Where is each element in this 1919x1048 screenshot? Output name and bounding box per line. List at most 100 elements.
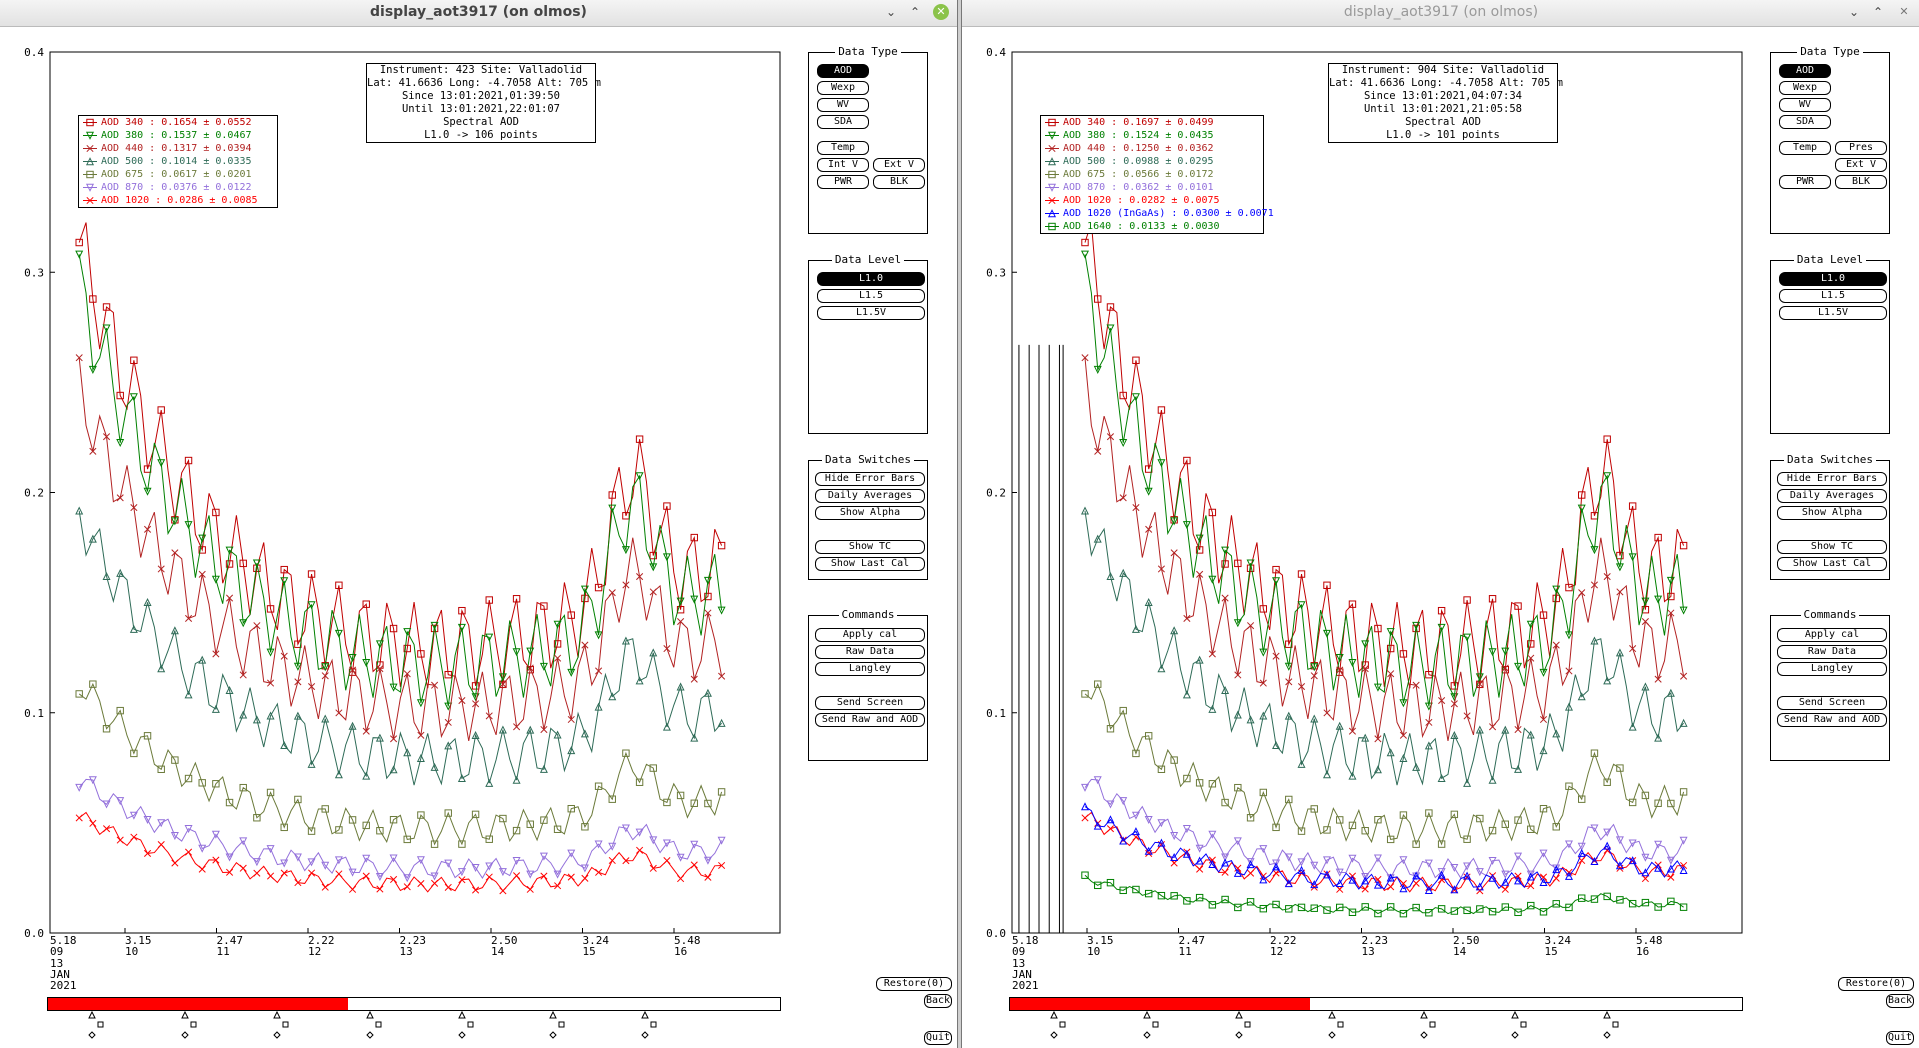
- minimize-icon[interactable]: ⌄: [1848, 5, 1860, 19]
- series-line: [75, 811, 726, 895]
- close-icon[interactable]: ✕: [1899, 5, 1909, 18]
- blk-button[interactable]: BLK: [1835, 175, 1887, 189]
- show-tc-button[interactable]: Show TC: [815, 540, 925, 554]
- time-range-bar[interactable]: [47, 997, 781, 1011]
- show-last-cal-button[interactable]: Show Last Cal: [1777, 557, 1887, 571]
- l10-button[interactable]: L1.0: [1779, 272, 1887, 286]
- raw-data-button[interactable]: Raw Data: [1777, 645, 1887, 659]
- sda-button[interactable]: SDA: [1779, 115, 1831, 129]
- day-marker-icon: [549, 1010, 565, 1039]
- apply-cal-button[interactable]: Apply cal: [815, 628, 925, 642]
- send-raw-aod-button[interactable]: Send Raw and AOD: [815, 713, 925, 727]
- series-line: [75, 222, 726, 690]
- show-tc-button[interactable]: Show TC: [1777, 540, 1887, 554]
- legend-entry: AOD 870 : 0.0362 ± 0.0101: [1045, 181, 1259, 194]
- wv-button[interactable]: WV: [817, 98, 869, 112]
- langley-button[interactable]: Langley: [815, 662, 925, 676]
- restore-button[interactable]: Restore(0): [1838, 977, 1914, 991]
- legend-label: AOD 675 : 0.0566 ± 0.0172: [1063, 169, 1214, 180]
- int-v-button[interactable]: Int V: [817, 158, 869, 172]
- restore-button[interactable]: Restore(0): [876, 977, 952, 991]
- langley-button[interactable]: Langley: [1777, 662, 1887, 676]
- ext-v-button[interactable]: Ext V: [873, 158, 925, 172]
- minimize-icon[interactable]: ⌄: [885, 5, 897, 19]
- restore-icon[interactable]: ⌃: [1872, 5, 1884, 19]
- time-range-fill: [48, 998, 349, 1010]
- wv-button[interactable]: WV: [1779, 98, 1831, 112]
- wexp-button[interactable]: Wexp: [1779, 81, 1831, 95]
- legend-entry: AOD 675 : 0.0566 ± 0.0172: [1045, 168, 1259, 181]
- x-tick-hour: 16: [1636, 945, 1649, 958]
- day-marker-icon: [1511, 1010, 1527, 1039]
- hide-error-bars-button[interactable]: Hide Error Bars: [1777, 472, 1887, 486]
- pwr-button[interactable]: PWR: [1779, 175, 1831, 189]
- info-location: Lat: 41.6636 Long: -4.7058 Alt: 705 m: [367, 77, 601, 89]
- panel-title: Data Level: [1771, 253, 1889, 267]
- temp-button[interactable]: Temp: [1779, 141, 1831, 155]
- ext-v-button[interactable]: Ext V: [1835, 158, 1887, 172]
- legend-label: AOD 675 : 0.0617 ± 0.0201: [101, 169, 252, 180]
- y-tick-label: 0.0: [986, 927, 1006, 940]
- series-line: [1081, 680, 1688, 848]
- daily-averages-button[interactable]: Daily Averages: [1777, 489, 1887, 503]
- y-tick-label: 0.2: [24, 487, 44, 500]
- x-tick-hour: 12: [1270, 945, 1283, 958]
- aod-button[interactable]: AOD: [817, 64, 869, 78]
- day-markers: [1050, 1010, 1619, 1039]
- l15v-button[interactable]: L1.5V: [1779, 306, 1887, 320]
- pwr-button[interactable]: PWR: [817, 175, 869, 189]
- back-button[interactable]: Back: [1886, 994, 1914, 1008]
- legend-marker-icon: [1045, 209, 1059, 218]
- aod-button[interactable]: AOD: [1779, 64, 1831, 78]
- show-alpha-button[interactable]: Show Alpha: [815, 506, 925, 520]
- legend-entry: AOD 1020 : 0.0286 ± 0.0085: [83, 194, 273, 207]
- series-line: [1080, 250, 1688, 711]
- info-since: Since 13:01:2021,01:39:50: [401, 90, 561, 102]
- quit-button[interactable]: Quit: [924, 1031, 952, 1045]
- time-range-bar[interactable]: [1009, 997, 1743, 1011]
- legend-entry: AOD 500 : 0.0988 ± 0.0295: [1045, 155, 1259, 168]
- back-button[interactable]: Back: [924, 994, 952, 1008]
- restore-icon[interactable]: ⌃: [909, 5, 921, 19]
- blk-button[interactable]: BLK: [873, 175, 925, 189]
- raw-data-button[interactable]: Raw Data: [815, 645, 925, 659]
- daily-averages-button[interactable]: Daily Averages: [815, 489, 925, 503]
- apply-cal-button[interactable]: Apply cal: [1777, 628, 1887, 642]
- hide-error-bars-button[interactable]: Hide Error Bars: [815, 472, 925, 486]
- legend-marker-icon: [83, 118, 97, 127]
- x-tick-time: 3.24: [1545, 934, 1572, 947]
- series-line: [1081, 871, 1688, 918]
- legend-marker-icon: [1045, 157, 1059, 166]
- l10-button[interactable]: L1.0: [817, 272, 925, 286]
- x-tick-time: 2.50: [1453, 934, 1480, 947]
- sda-button[interactable]: SDA: [817, 115, 869, 129]
- close-icon[interactable]: ✕: [933, 4, 949, 20]
- day-marker-icon: [458, 1010, 474, 1039]
- send-screen-button[interactable]: Send Screen: [1777, 696, 1887, 710]
- send-screen-button[interactable]: Send Screen: [815, 696, 925, 710]
- info-points: L1.0 -> 106 points: [424, 129, 538, 141]
- l15-button[interactable]: L1.5: [817, 289, 925, 303]
- right-window: display_aot3917 (on olmos) ⌄ ⌃ ✕ 0.4 0.3 0…: [961, 0, 1919, 1048]
- info-box: Instrument: 423 Site: Valladolid Lat: 41…: [366, 63, 601, 143]
- send-raw-aod-button[interactable]: Send Raw and AOD: [1777, 713, 1887, 727]
- x-tick-time: 2.23: [1362, 934, 1389, 947]
- legend-label: AOD 340 : 0.1654 ± 0.0552: [101, 117, 252, 128]
- right-titlebar[interactable]: display_aot3917 (on olmos) ⌄ ⌃ ✕: [962, 0, 1919, 27]
- show-last-cal-button[interactable]: Show Last Cal: [815, 557, 925, 571]
- wexp-button[interactable]: Wexp: [817, 81, 869, 95]
- temp-button[interactable]: Temp: [817, 141, 869, 155]
- l15v-button[interactable]: L1.5V: [817, 306, 925, 320]
- day-marker-icon: [1050, 1010, 1066, 1039]
- day-marker-icon: [181, 1010, 197, 1039]
- left-titlebar[interactable]: display_aot3917 (on olmos) ⌄ ⌃ ✕: [0, 0, 957, 27]
- show-alpha-button[interactable]: Show Alpha: [1777, 506, 1887, 520]
- legend-label: AOD 440 : 0.1250 ± 0.0362: [1063, 143, 1214, 154]
- l15-button[interactable]: L1.5: [1779, 289, 1887, 303]
- y-tick-label: 0.4: [986, 46, 1006, 59]
- quit-button[interactable]: Quit: [1886, 1031, 1914, 1045]
- day-marker-icon: [1420, 1010, 1436, 1039]
- pres-button[interactable]: Pres: [1835, 141, 1887, 155]
